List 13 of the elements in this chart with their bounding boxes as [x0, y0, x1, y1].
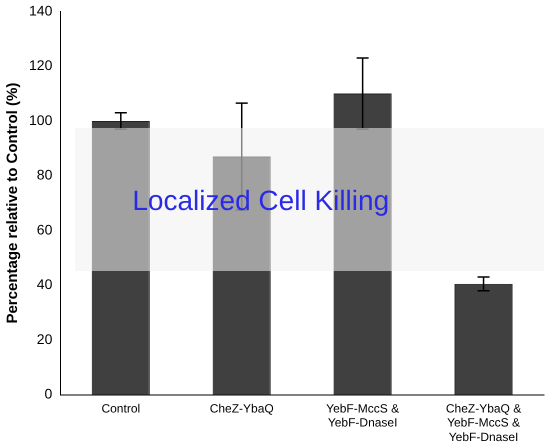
x-tick-label: YebF-MccS & YebF-DnaseI: [326, 401, 400, 430]
y-axis-title: Percentage relative to Control (%): [4, 82, 22, 324]
y-tick-label: 40: [36, 276, 53, 292]
y-tick-label: 0: [44, 386, 53, 402]
y-tick-label: 120: [29, 57, 53, 74]
y-tick-label: 60: [36, 221, 53, 238]
x-tick-label: CheZ-YbaQ: [210, 401, 274, 416]
y-tick-label: 140: [29, 2, 53, 18]
y-tick-label: 100: [29, 112, 53, 128]
x-tick-label: CheZ-YbaQ & YebF-MccS & YebF-DnaseI: [446, 401, 522, 444]
x-tick-label: Control: [101, 401, 140, 416]
y-tick-label: 80: [36, 166, 53, 183]
y-tick-label: 20: [36, 330, 53, 347]
